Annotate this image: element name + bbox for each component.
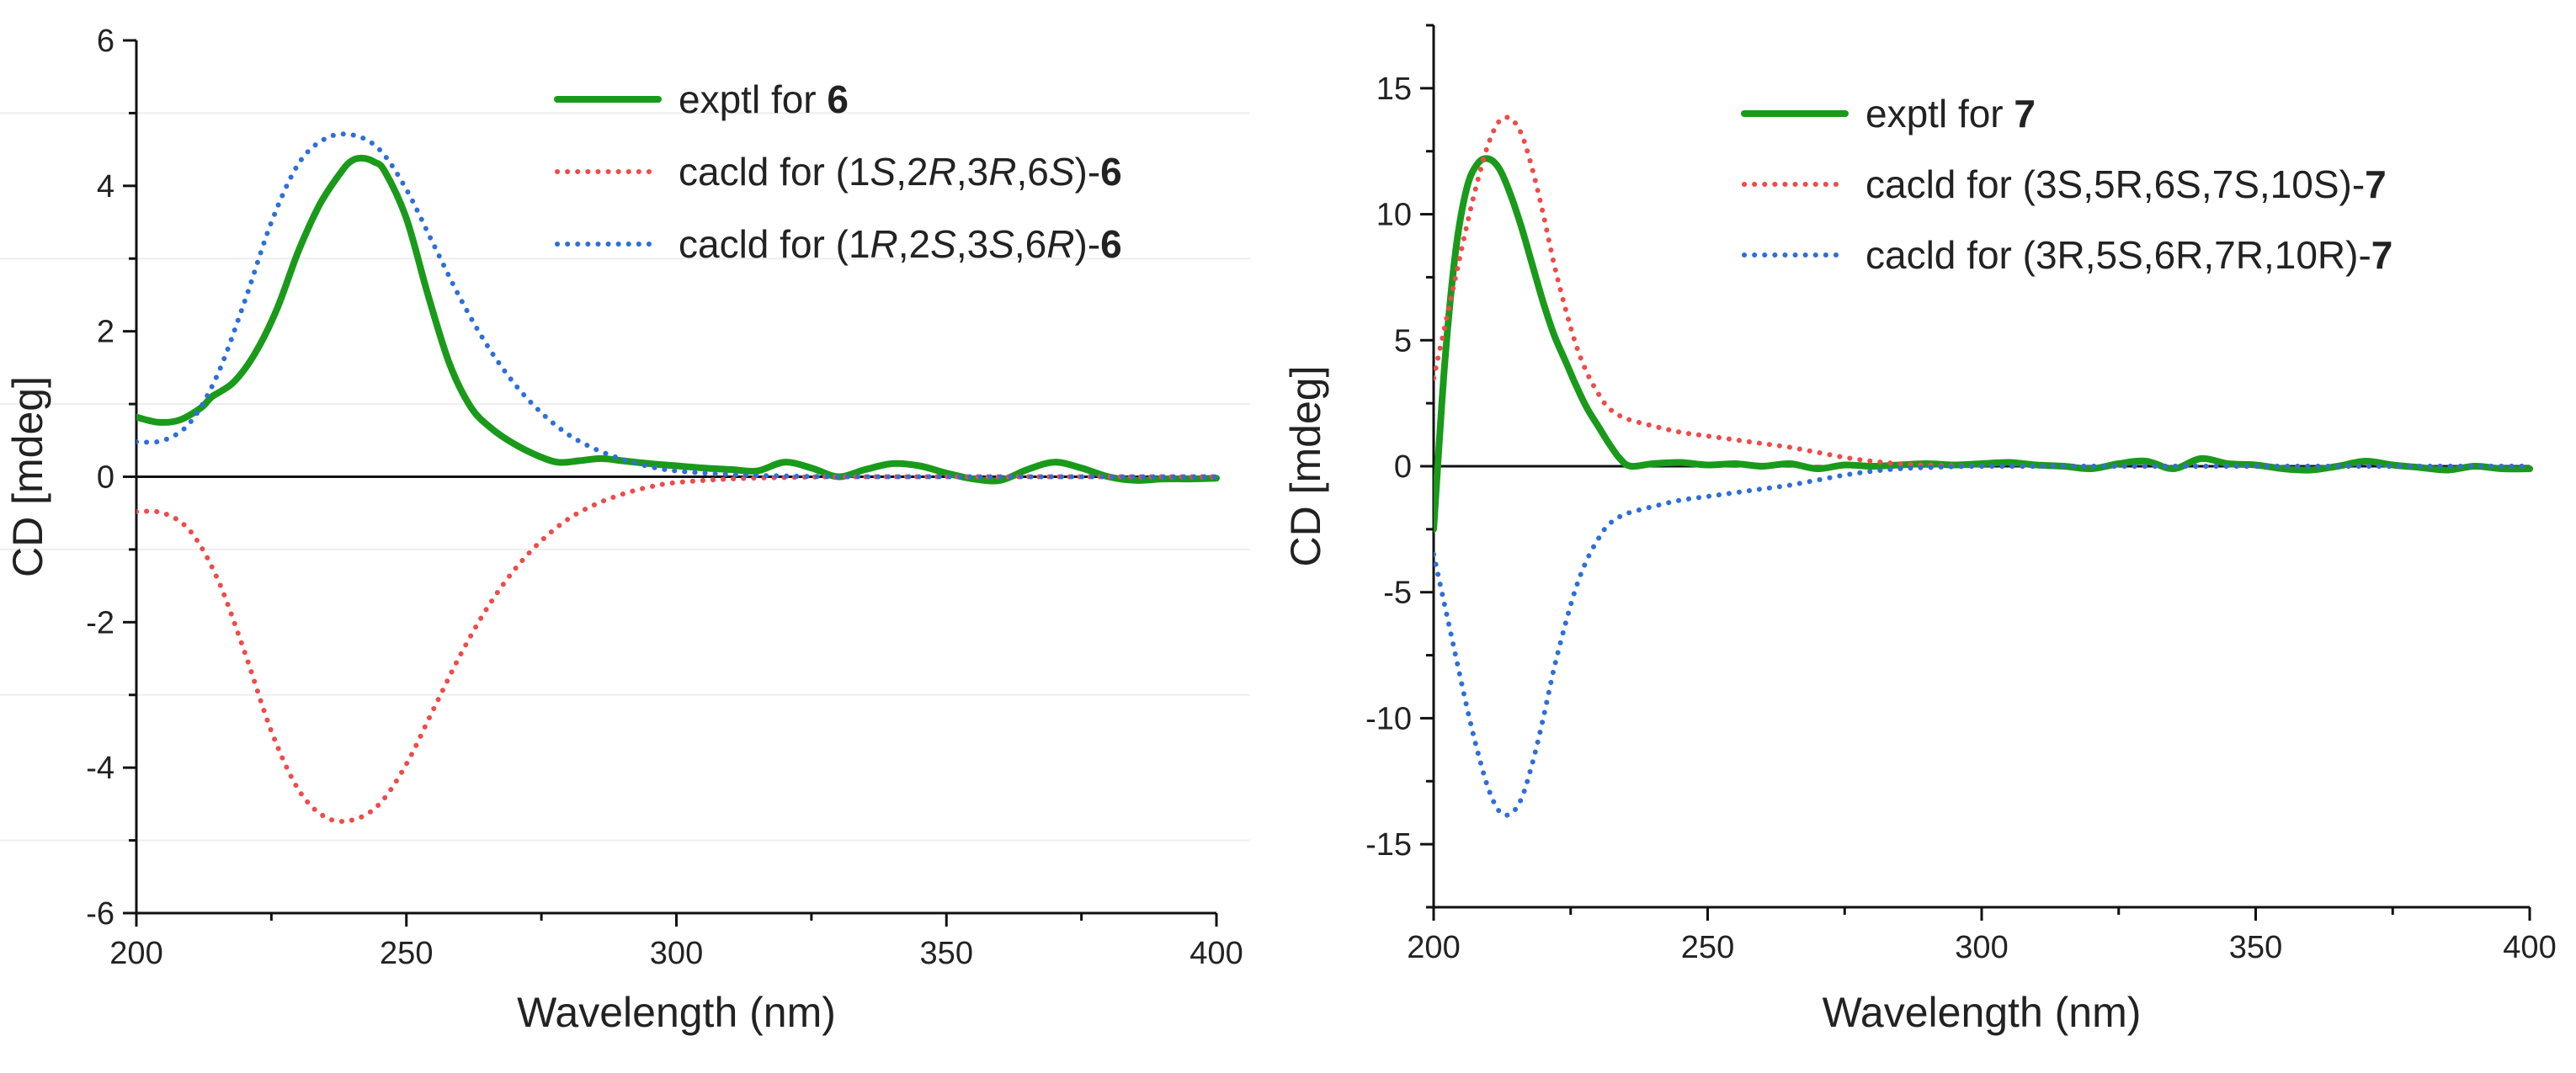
y-axis-title: CD [mdeg] xyxy=(4,376,51,577)
x-tick-label: 400 xyxy=(2503,930,2556,965)
y-tick-label: -4 xyxy=(86,751,114,786)
x-tick-label: 300 xyxy=(650,936,703,971)
legend-label-part: ,6 xyxy=(1014,222,1046,266)
x-axis-title: Wavelength (nm) xyxy=(517,989,836,1036)
legend-label-part: R xyxy=(988,150,1016,194)
legend-label: exptl for 7 xyxy=(1865,92,2036,135)
legend-label: cacld for (3R,5S,6R,7R,10R)-7 xyxy=(1865,233,2392,277)
legend-label: cacld for (3S,5R,6S,7S,10S)-7 xyxy=(1865,162,2387,206)
legend-label-part: cacld for (3S,5R,6S,7S,10S)- xyxy=(1865,162,2365,206)
x-axis-title: Wavelength (nm) xyxy=(1823,989,2142,1036)
legend-label-part: cacld for (1 xyxy=(679,222,870,266)
y-tick-label: 15 xyxy=(1376,72,1412,107)
x-tick-label: 200 xyxy=(109,936,162,971)
x-tick-label: 350 xyxy=(2229,930,2282,965)
x-tick-label: 300 xyxy=(1955,930,2008,965)
y-tick-label: 5 xyxy=(1394,323,1412,359)
x-tick-label: 200 xyxy=(1407,930,1460,965)
legend-label-part: )- xyxy=(1075,150,1101,194)
series-line-red xyxy=(136,474,1219,825)
legend-label-part: 6 xyxy=(1100,150,1122,194)
legend-label-part: cacld for (1 xyxy=(679,150,870,194)
y-tick-label: 2 xyxy=(97,315,114,350)
legend-label-part: ,2 xyxy=(898,222,930,266)
legend-label-part: S xyxy=(930,222,956,266)
legend-label-part: ,2 xyxy=(896,150,928,194)
legend-label-part: ,6 xyxy=(1016,150,1048,194)
legend-label-part: exptl for xyxy=(1865,92,2014,135)
legend-label-part: exptl for xyxy=(679,77,827,121)
y-tick-label: 10 xyxy=(1376,198,1412,233)
legend-label-part: ,3 xyxy=(956,150,988,194)
legend-label-part: 7 xyxy=(2371,233,2393,277)
y-tick-label: -10 xyxy=(1365,701,1412,736)
y-tick-label: 4 xyxy=(97,169,114,205)
legend-label-part: R xyxy=(870,222,898,266)
left-chart: 200 250 300 350 400 -6 -4 -2 0 2 4 6 Wavelength (nm)… xyxy=(0,24,1250,1036)
x-tick-label: 250 xyxy=(1681,930,1734,965)
legend-label-part: R xyxy=(1046,222,1074,266)
x-tick-label: 350 xyxy=(920,936,973,971)
y-axis-title: CD [mdeg] xyxy=(1282,366,1329,567)
legend-label: cacld for (1R,2S,3S,6R)-6 xyxy=(679,222,1122,266)
series-line-exptl xyxy=(136,154,1220,485)
y-tick-label: 0 xyxy=(97,460,114,496)
y-tick-label: -5 xyxy=(1383,576,1412,611)
series-line-exptl xyxy=(1434,155,2533,533)
y-tick-label: 6 xyxy=(97,24,114,59)
legend-label-part: 7 xyxy=(2014,92,2036,135)
x-tick-label: 400 xyxy=(1190,936,1243,971)
y-tick-label: -6 xyxy=(86,896,114,932)
legend-label-part: S xyxy=(988,222,1014,266)
legend-label-part: ,3 xyxy=(956,222,988,266)
x-tick-label: 250 xyxy=(380,936,433,971)
legend-label-part: S xyxy=(870,150,897,194)
legend-label-part: R xyxy=(929,150,956,194)
legend-label-part: S xyxy=(1049,150,1075,194)
legend-label-part: 6 xyxy=(827,77,849,121)
legend-label-part: cacld for (3R,5S,6R,7R,10R)- xyxy=(1865,233,2371,277)
legend-label-part: 6 xyxy=(1100,222,1122,266)
legend-label-part: 7 xyxy=(2365,162,2387,206)
y-tick-label: -2 xyxy=(86,605,114,640)
y-tick-label: 0 xyxy=(1394,449,1412,485)
legend-label: exptl for 6 xyxy=(679,77,849,121)
y-tick-label: -15 xyxy=(1365,827,1412,863)
series-line-blue xyxy=(1434,463,2532,818)
right-chart: 200 250 300 350 400 -15 -10 -5 0 5 10 15 Wavelength … xyxy=(1282,24,2557,1036)
legend-label: cacld for (1S,2R,3R,6S)-6 xyxy=(679,150,1122,194)
series-line-blue xyxy=(136,131,1219,480)
legend-label-part: )- xyxy=(1075,222,1101,266)
